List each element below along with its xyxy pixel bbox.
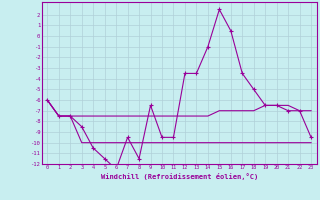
X-axis label: Windchill (Refroidissement éolien,°C): Windchill (Refroidissement éolien,°C) (100, 173, 258, 180)
